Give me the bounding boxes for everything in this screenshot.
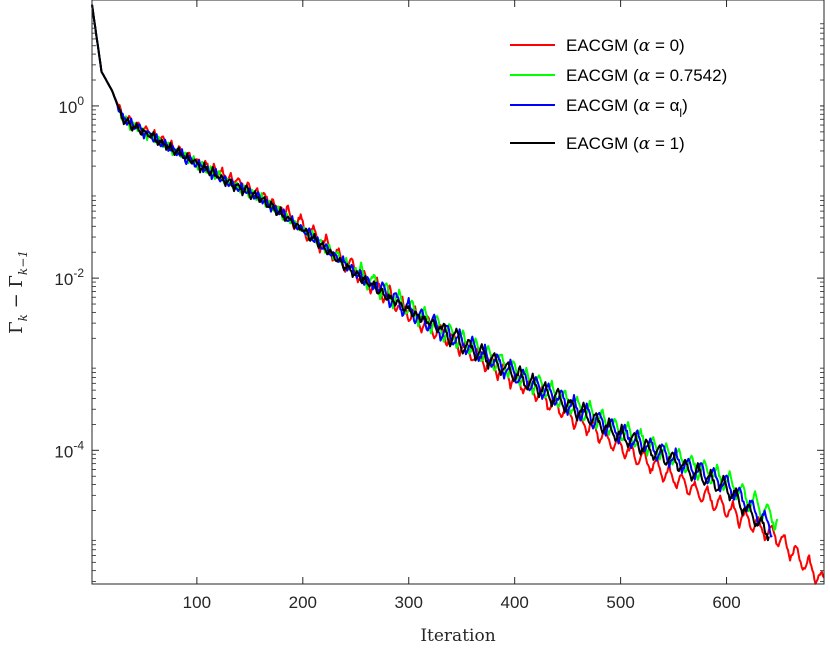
legend-label: EACGM (α = 1) bbox=[566, 134, 685, 154]
plot-frame bbox=[91, 0, 825, 585]
svg-text:Γk − Γk−1: Γk − Γk−1 bbox=[6, 250, 30, 334]
legend-label: EACGM (α = 0) bbox=[566, 36, 685, 56]
y-axis-title: Γk − Γk−1 bbox=[6, 250, 30, 334]
x-tick-label: 100 bbox=[183, 593, 211, 612]
y-tick-label: 100 bbox=[58, 94, 84, 117]
legend: EACGM (α = 0) EACGM (α = 0.7542) EACGM (α … bbox=[500, 28, 820, 162]
legend-label: EACGM (α = 0.7542) bbox=[566, 66, 727, 86]
series-line bbox=[91, 4, 770, 542]
x-tick-label: 400 bbox=[500, 593, 528, 612]
x-tick-label: 600 bbox=[712, 593, 740, 612]
x-axis-title: Iteration bbox=[420, 626, 495, 646]
x-tick-label: 200 bbox=[289, 593, 317, 612]
y-axis-title-gamma-2: Γ bbox=[6, 275, 27, 288]
y-tick-label: 10-2 bbox=[54, 266, 84, 289]
series-layer bbox=[91, 4, 825, 585]
legend-label: EACGM (α = αl) bbox=[566, 96, 688, 120]
y-axis-title-sub-k: k bbox=[16, 314, 30, 321]
ticks-layer: 100 200 300 400 500 600 100 10-2 10-4 bbox=[54, 0, 824, 612]
y-axis-title-gamma: Γ bbox=[6, 321, 27, 334]
series-line bbox=[91, 4, 825, 585]
x-tick-label: 300 bbox=[395, 593, 423, 612]
y-axis-title-sub-k-1: k−1 bbox=[16, 250, 30, 275]
x-tick-label: 500 bbox=[606, 593, 634, 612]
legend-background bbox=[500, 28, 820, 162]
y-axis-title-minus: − bbox=[6, 293, 27, 308]
y-tick-label: 10-4 bbox=[54, 438, 84, 461]
